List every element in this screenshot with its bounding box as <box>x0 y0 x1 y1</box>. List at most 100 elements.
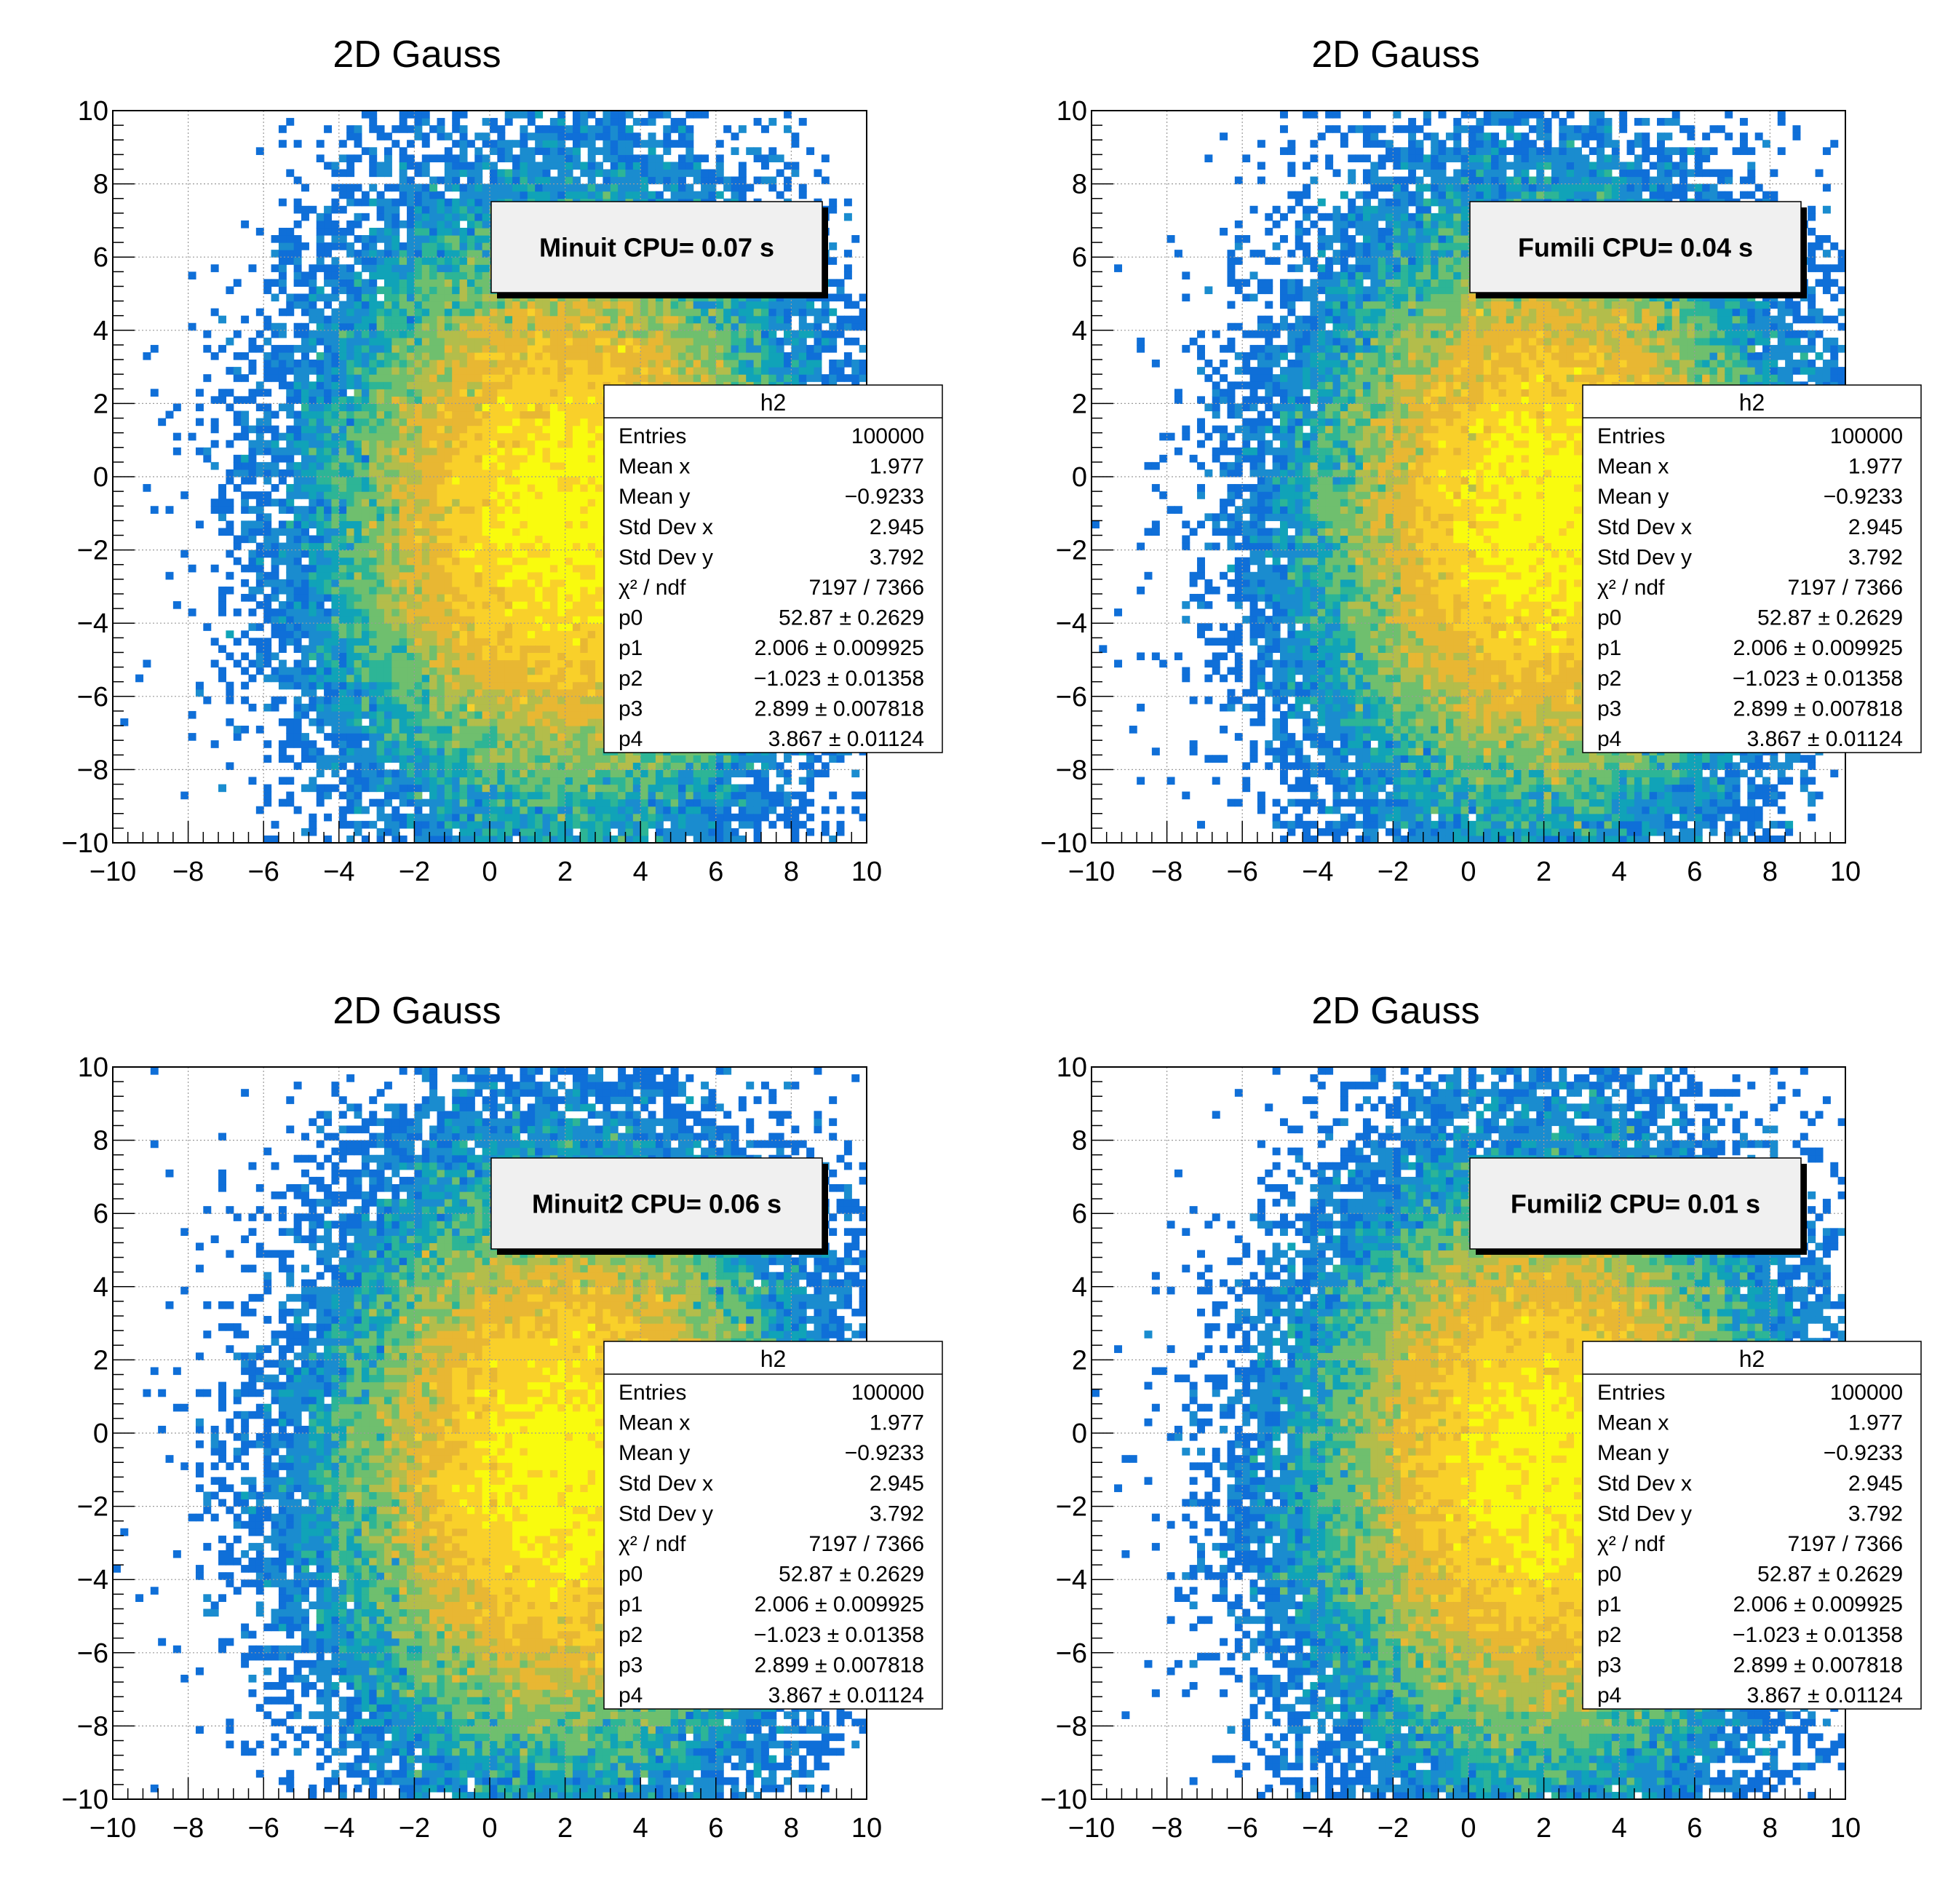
heatmap-cell <box>535 652 543 660</box>
heatmap-cell <box>557 499 565 507</box>
heatmap-cell <box>520 704 528 712</box>
heatmap-cell <box>460 264 468 272</box>
heatmap-cell <box>391 616 399 624</box>
heatmap-cell <box>437 352 445 360</box>
heatmap-cell <box>429 718 437 726</box>
heatmap-cell <box>331 762 339 770</box>
heatmap-cell <box>467 543 475 551</box>
heatmap-cell <box>512 301 520 309</box>
heatmap-cell <box>482 271 490 279</box>
heatmap-cell <box>429 535 437 543</box>
heatmap-cell <box>354 601 362 609</box>
heatmap-cell <box>505 410 513 419</box>
heatmap-cell <box>550 301 558 309</box>
heatmap-cell <box>543 469 551 477</box>
heatmap-cell <box>550 360 558 368</box>
heatmap-cell <box>211 264 219 272</box>
heatmap-cell <box>346 667 354 675</box>
heatmap-cell <box>384 506 392 514</box>
heatmap-cell <box>557 697 565 705</box>
heatmap-cell <box>437 579 445 587</box>
heatmap-cell <box>505 184 513 192</box>
heatmap-cell <box>505 652 513 660</box>
heatmap-cell <box>339 419 347 427</box>
heatmap-cell <box>377 374 385 382</box>
heatmap-cell <box>512 184 520 192</box>
heatmap-cell <box>422 579 430 587</box>
heatmap-cell <box>279 520 287 528</box>
heatmap-cell <box>339 242 347 250</box>
heatmap-cell <box>399 177 408 185</box>
heatmap-cell <box>543 440 551 448</box>
heatmap-cell <box>369 689 377 697</box>
heatmap-cell <box>573 301 581 309</box>
heatmap-cell <box>467 740 475 748</box>
heatmap-cell <box>437 257 445 265</box>
heatmap-cell <box>391 199 399 207</box>
heatmap-cell <box>557 389 565 397</box>
heatmap-cell <box>452 477 460 485</box>
heatmap-cell <box>452 169 460 177</box>
heatmap-cell <box>467 206 475 214</box>
heatmap-cell <box>279 228 287 236</box>
heatmap-cell <box>437 374 445 382</box>
heatmap-cell <box>512 828 520 836</box>
heatmap-cell <box>377 301 385 309</box>
heatmap-cell <box>346 528 354 536</box>
heatmap-cell <box>640 352 648 360</box>
heatmap-cell <box>640 806 648 814</box>
heatmap-cell <box>595 587 603 595</box>
heatmap-cell <box>437 396 445 404</box>
heatmap-cell <box>520 389 528 397</box>
heatmap-cell <box>565 769 573 777</box>
heatmap-cell <box>482 675 490 683</box>
heatmap-cell <box>437 426 445 434</box>
heatmap-cell <box>543 608 551 616</box>
heatmap-cell <box>422 594 430 602</box>
heatmap-cell <box>362 785 370 793</box>
heatmap-cell <box>354 821 362 829</box>
heatmap-cell <box>399 360 408 368</box>
heatmap-cell <box>294 235 302 243</box>
heatmap-cell <box>565 587 573 595</box>
heatmap-cell <box>362 652 370 660</box>
heatmap-cell <box>595 125 603 133</box>
heatmap-cell <box>505 579 513 587</box>
heatmap-cell <box>512 623 520 631</box>
heatmap-cell <box>573 528 581 536</box>
heatmap-cell <box>309 558 317 566</box>
heatmap-cell <box>369 477 377 485</box>
heatmap-cell <box>467 396 475 404</box>
heatmap-cell <box>422 433 430 441</box>
heatmap-cell <box>565 550 573 558</box>
heatmap-cell <box>279 697 287 705</box>
heatmap-cell <box>301 484 309 492</box>
heatmap-cell <box>317 469 325 477</box>
heatmap-cell <box>505 316 513 324</box>
heatmap-cell <box>445 777 453 785</box>
heatmap-cell <box>588 572 596 580</box>
heatmap-cell <box>369 374 377 382</box>
heatmap-cell <box>482 645 490 653</box>
heatmap-cell <box>633 792 641 800</box>
heatmap-cell <box>452 323 460 331</box>
heatmap-cell <box>279 682 287 690</box>
heatmap-cell <box>445 381 453 389</box>
heatmap-cell <box>482 221 490 229</box>
heatmap-cell <box>482 264 490 272</box>
heatmap-cell <box>248 704 256 712</box>
heatmap-cell <box>422 513 430 521</box>
heatmap-cell <box>422 345 430 353</box>
heatmap-cell <box>301 206 309 214</box>
heatmap-cell <box>482 572 490 580</box>
heatmap-cell <box>331 477 339 485</box>
heatmap-cell <box>611 367 619 375</box>
heatmap-cell <box>520 140 528 148</box>
heatmap-cell <box>543 360 551 368</box>
heatmap-cell <box>474 162 482 170</box>
heatmap-cell <box>565 184 573 192</box>
heatmap-cell <box>414 279 422 287</box>
heatmap-cell <box>460 367 468 375</box>
heatmap-cell <box>437 587 445 595</box>
heatmap-cell <box>301 543 309 551</box>
